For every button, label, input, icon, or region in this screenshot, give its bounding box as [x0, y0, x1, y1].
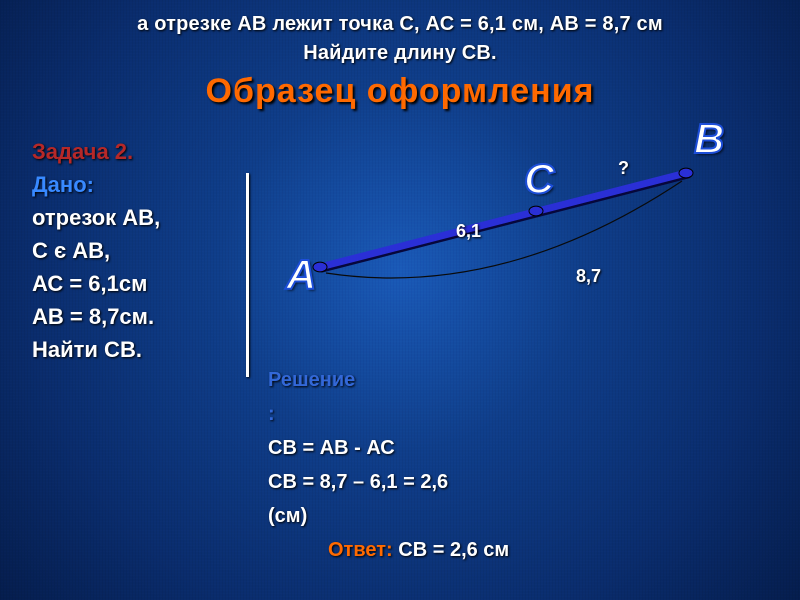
- solution-line-1: СВ = АВ - АС: [268, 437, 395, 459]
- problem-line-2: Найдите длину СВ.: [0, 39, 800, 68]
- task-number: Задача 2.: [32, 135, 242, 168]
- label-length-cb: ?: [618, 158, 629, 179]
- label-point-a: A: [286, 251, 316, 299]
- solution-line-2-unit: (см): [268, 505, 307, 527]
- arc-ab: [326, 181, 682, 278]
- answer-value: СВ = 2,6 см: [398, 539, 509, 561]
- answer-label: Ответ:: [328, 539, 393, 561]
- given-line-4: АВ = 8,7см.: [32, 300, 242, 333]
- solution-label-colon: :: [268, 403, 275, 425]
- solution-block: Решение : СВ = АВ - АС СВ = 8,7 – 6,1 = …: [268, 363, 509, 567]
- diagram-svg: [268, 131, 778, 371]
- problem-statement: а отрезке АВ лежит точка С, АС = 6,1 см,…: [0, 0, 800, 68]
- label-point-b: B: [694, 115, 724, 163]
- point-c: [529, 206, 543, 216]
- segment-ab: [320, 173, 686, 267]
- label-point-c: C: [524, 155, 554, 203]
- given-block: Задача 2. Дано: отрезок АВ, С є АВ, АС =…: [32, 135, 242, 366]
- vertical-divider: [246, 173, 249, 377]
- given-line-3: АС = 6,1см: [32, 267, 242, 300]
- solution-line-2: СВ = 8,7 – 6,1 = 2,6: [268, 471, 448, 493]
- given-line-1: отрезок АВ,: [32, 201, 242, 234]
- label-length-ab: 8,7: [576, 266, 601, 287]
- solution-label: Решение: [268, 369, 355, 391]
- given-line-2: С є АВ,: [32, 234, 242, 267]
- given-label: Дано:: [32, 168, 242, 201]
- content-area: Задача 2. Дано: отрезок АВ, С є АВ, АС =…: [0, 131, 800, 561]
- geometry-diagram: A C B 6,1 ? 8,7: [268, 131, 778, 371]
- point-b: [679, 168, 693, 178]
- problem-line-1: а отрезке АВ лежит точка С, АС = 6,1 см,…: [0, 10, 800, 39]
- find-line: Найти СВ.: [32, 333, 242, 366]
- page-title: Образец оформления: [0, 72, 800, 111]
- label-length-ac: 6,1: [456, 221, 481, 242]
